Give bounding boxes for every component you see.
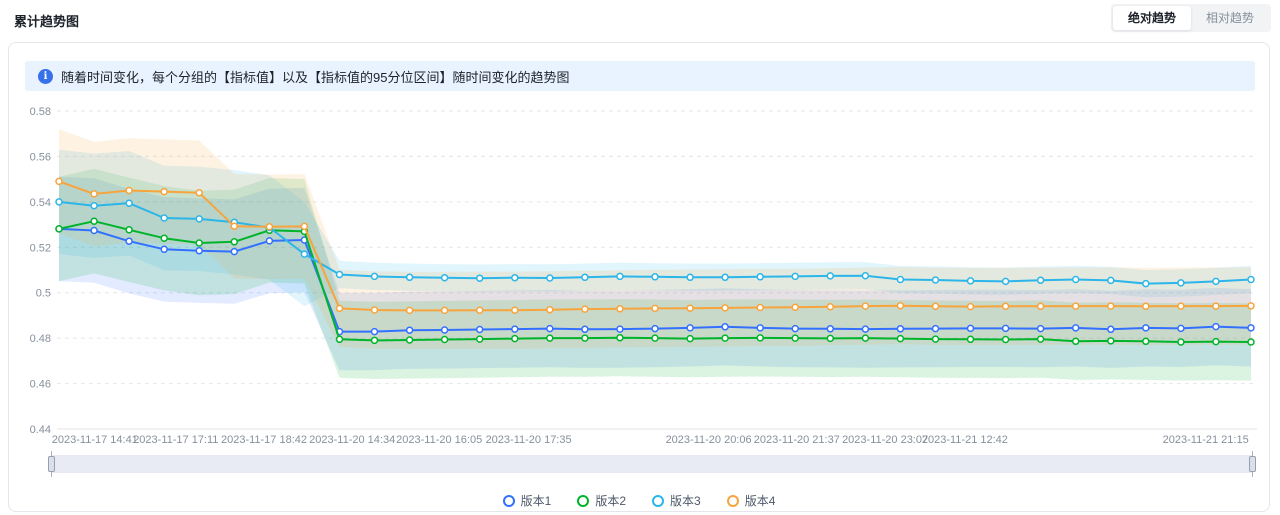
svg-text:2023-11-20 16:05: 2023-11-20 16:05	[396, 434, 482, 446]
y-axis-labels: 0.58 0.56 0.54 0.52 0.5 0.48 0.46 0.44	[30, 106, 51, 436]
legend-label: 版本1	[520, 494, 552, 508]
page-title: 累计趋势图	[14, 14, 80, 29]
svg-text:0.48: 0.48	[30, 333, 51, 345]
svg-text:0.5: 0.5	[36, 288, 51, 300]
datazoom-right-handle[interactable]	[1248, 451, 1257, 477]
svg-text:2023-11-21 12:42: 2023-11-21 12:42	[922, 434, 1008, 446]
svg-text:0.46: 0.46	[30, 379, 51, 391]
legend-label: 版本2	[595, 494, 626, 508]
legend-label: 版本3	[670, 494, 701, 508]
svg-text:2023-11-17 17:11: 2023-11-17 17:11	[133, 434, 218, 446]
svg-text:2023-11-20 17:35: 2023-11-20 17:35	[486, 434, 572, 446]
legend-ring-icon	[726, 494, 739, 507]
chart-legend: 版本1 版本2 版本3 版本4	[9, 492, 1269, 509]
trend-mode-toggle: 绝对趋势 相对趋势	[1110, 4, 1271, 32]
legend-item-版本1[interactable]: 版本1	[502, 492, 552, 509]
series-版本4	[55, 177, 1255, 315]
legend-item-版本2[interactable]: 版本2	[577, 492, 626, 509]
info-banner: i 随着时间变化，每个分组的【指标值】以及【指标值的95分位区间】随时间变化的趋…	[25, 61, 1255, 91]
legend-label: 版本4	[744, 494, 776, 508]
legend-item-版本3[interactable]: 版本3	[652, 492, 701, 509]
svg-text:2023-11-17 14:41: 2023-11-17 14:41	[52, 434, 138, 446]
svg-text:0.58: 0.58	[30, 106, 51, 118]
svg-text:0.44: 0.44	[30, 424, 51, 436]
svg-text:2023-11-17 18:42: 2023-11-17 18:42	[221, 434, 307, 446]
legend-ring-icon	[652, 494, 664, 507]
datazoom-slider[interactable]	[48, 451, 1256, 477]
datazoom-left-handle-grip[interactable]	[48, 456, 55, 472]
svg-text:2023-11-20 23:07: 2023-11-20 23:07	[842, 434, 928, 446]
confidence-bands	[59, 129, 1251, 381]
chart-card: i 随着时间变化，每个分组的【指标值】以及【指标值的95分位区间】随时间变化的趋…	[8, 42, 1270, 512]
info-icon: i	[38, 68, 53, 84]
series-版本2	[55, 217, 1255, 346]
relative-trend-button[interactable]: 相对趋势	[1191, 6, 1269, 30]
datazoom-left-handle[interactable]	[47, 451, 56, 477]
legend-ring-icon	[577, 494, 590, 507]
legend-ring-icon	[502, 494, 515, 507]
svg-text:0.54: 0.54	[30, 197, 51, 209]
legend-item-版本4[interactable]: 版本4	[726, 492, 776, 509]
series-版本1	[55, 225, 1255, 336]
info-banner-text: 随着时间变化，每个分组的【指标值】以及【指标值的95分位区间】随时间变化的趋势图	[61, 69, 570, 85]
svg-text:2023-11-20 14:34: 2023-11-20 14:34	[309, 434, 395, 446]
svg-text:0.56: 0.56	[30, 151, 51, 163]
svg-text:0.52: 0.52	[30, 242, 51, 254]
datazoom-right-handle-grip[interactable]	[1249, 456, 1256, 472]
absolute-trend-button[interactable]: 绝对趋势	[1112, 6, 1191, 30]
svg-text:2023-11-21 21:15: 2023-11-21 21:15	[1163, 434, 1249, 446]
svg-text:2023-11-20 20:06: 2023-11-20 20:06	[666, 434, 752, 446]
svg-text:2023-11-20 21:37: 2023-11-20 21:37	[754, 434, 840, 446]
trend-chart[interactable]: 0.580.560.540.520.50.480.460.442023-11-1…	[17, 101, 1265, 451]
